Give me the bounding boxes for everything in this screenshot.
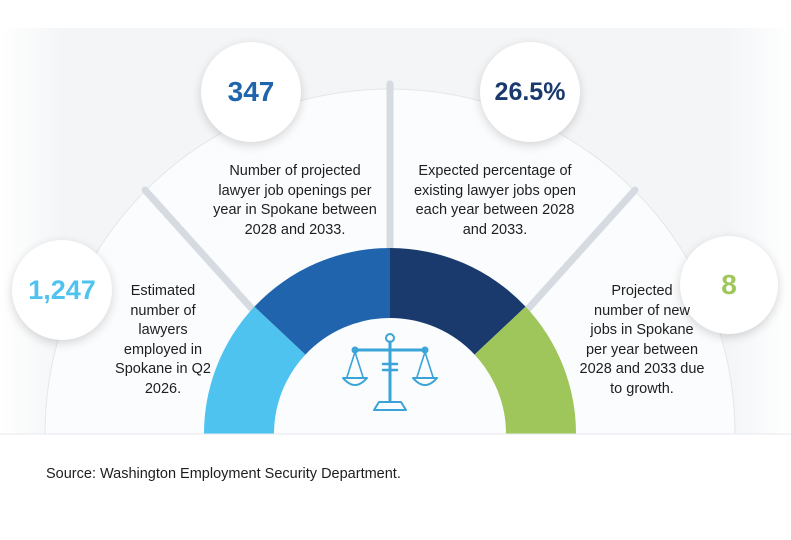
stat-value-percentage-open: 26.5%	[494, 77, 566, 106]
ring-segment-job-openings	[254, 248, 390, 355]
ring-segment-percentage-open	[390, 248, 526, 355]
stat-bubble-new-jobs: 8	[680, 236, 778, 334]
stat-description-lawyers-employed: Estimated number of lawyers employed in …	[115, 283, 211, 397]
stat-value-lawyers-employed: 1,247	[28, 274, 96, 305]
ring-segment-new-jobs	[474, 306, 576, 434]
stat-value-job-openings: 347	[227, 76, 275, 107]
ring-segment-lawyers-employed	[204, 306, 306, 434]
stat-value-new-jobs: 8	[721, 269, 737, 300]
stat-description-new-jobs: Projected number of new jobs in Spokane …	[579, 283, 705, 397]
stat-bubble-lawyers-employed: 1,247	[12, 240, 112, 340]
ring	[204, 248, 576, 434]
stat-description-job-openings: Number of projected lawyer job openings …	[213, 163, 377, 238]
stat-bubble-percentage-open: 26.5%	[480, 42, 580, 142]
source-note: Source: Washington Employment Security D…	[46, 466, 401, 482]
stat-bubble-job-openings: 347	[201, 42, 301, 142]
stat-description-percentage-open: Expected percentage of existing lawyer j…	[413, 163, 576, 238]
scales-of-justice-icon	[342, 333, 438, 411]
